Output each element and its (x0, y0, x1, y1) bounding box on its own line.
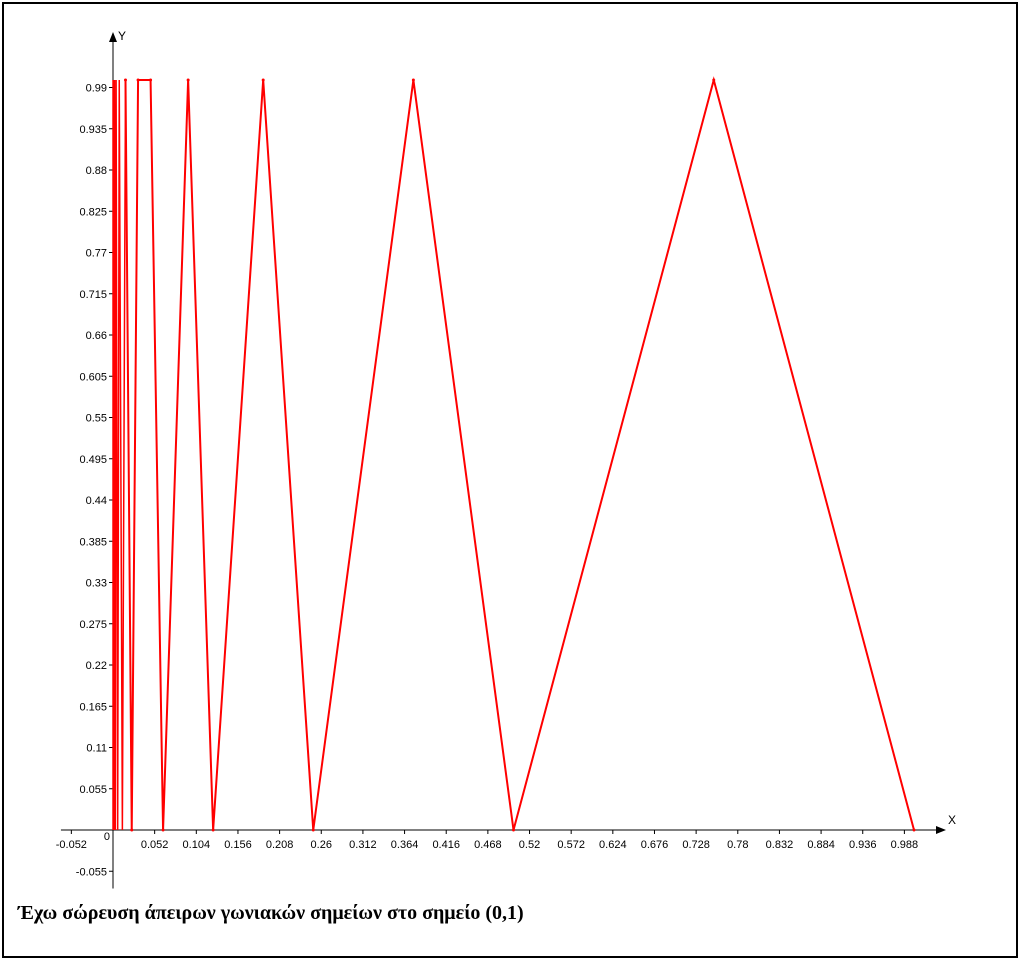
x-tick-label: 0 (104, 831, 110, 843)
x-tick-label: 0.052 (141, 839, 169, 851)
y-tick-label: 0.605 (79, 371, 107, 383)
x-tick-label: 0.936 (849, 839, 877, 851)
x-tick-label: 0.26 (311, 839, 332, 851)
y-tick-label: 0.44 (86, 495, 107, 507)
data-point (161, 828, 165, 832)
y-tick-label: 0.22 (86, 660, 107, 672)
data-point (311, 828, 315, 832)
data-point (149, 78, 153, 82)
y-tick-label: 0.935 (79, 124, 107, 136)
data-point (261, 78, 265, 82)
data-point (123, 78, 127, 82)
y-tick-label: 0.99 (86, 83, 107, 95)
x-tick-label: -0.052 (56, 839, 87, 851)
y-tick-label: 0.77 (86, 248, 107, 260)
y-tick-label: -0.055 (76, 866, 107, 878)
x-tick-label: 0.676 (641, 839, 669, 851)
series-line (124, 76, 915, 831)
x-tick-label: 0.78 (727, 839, 748, 851)
x-tick-label: 0.312 (349, 839, 377, 851)
x-tick-label: 0.832 (766, 839, 794, 851)
x-tick-label: 0.416 (432, 839, 460, 851)
data-point (130, 828, 134, 832)
x-tick-label: 0.104 (183, 839, 211, 851)
y-tick-label: 0.11 (86, 743, 107, 755)
data-point (512, 828, 515, 832)
x-axis-arrow (936, 826, 946, 834)
y-tick-label: 0.66 (86, 330, 107, 342)
y-tick-label: 0.33 (86, 578, 107, 590)
x-tick-label: 0.364 (391, 839, 419, 851)
x-axis-label: X (948, 813, 956, 827)
x-tick-label: 0.52 (519, 839, 540, 851)
y-tick-label: 0.825 (79, 206, 107, 218)
x-tick-label: 0.624 (599, 839, 627, 851)
x-tick-label: 0.988 (891, 839, 919, 851)
data-point (136, 78, 140, 82)
data-point (912, 828, 916, 832)
x-tick-label: 0.156 (224, 839, 252, 851)
accumulation-oscillation (112, 79, 127, 831)
y-axis-arrow (109, 32, 117, 42)
y-tick-label: 0.385 (79, 536, 107, 548)
y-tick-label: 0.055 (79, 784, 107, 796)
y-tick-label: 0.275 (79, 619, 107, 631)
data-point (411, 78, 415, 82)
data-point (211, 828, 215, 832)
chart: X Y -0.052 0 0.052 0.104 0.156 0.208 0.26 0.312 0.… (56, 29, 956, 889)
caption: Έχω σώρευση άπειρων γωνιακών σημείων στο… (18, 902, 524, 924)
x-tick-label: 0.468 (474, 839, 502, 851)
data-point (186, 78, 190, 82)
y-axis-label: Y (118, 29, 126, 43)
y-tick-label: 0.165 (79, 701, 107, 713)
y-tick-label: 0.55 (86, 413, 107, 425)
y-tick-label: 0.715 (79, 289, 107, 301)
x-tick-label: 0.728 (682, 839, 710, 851)
x-tick-label: 0.884 (807, 839, 835, 851)
data-point (712, 78, 716, 82)
x-tick-label: 0.572 (557, 839, 585, 851)
y-tick-label: 0.495 (79, 454, 107, 466)
x-tick-label: 0.208 (266, 839, 294, 851)
y-tick-label: 0.88 (86, 165, 107, 177)
